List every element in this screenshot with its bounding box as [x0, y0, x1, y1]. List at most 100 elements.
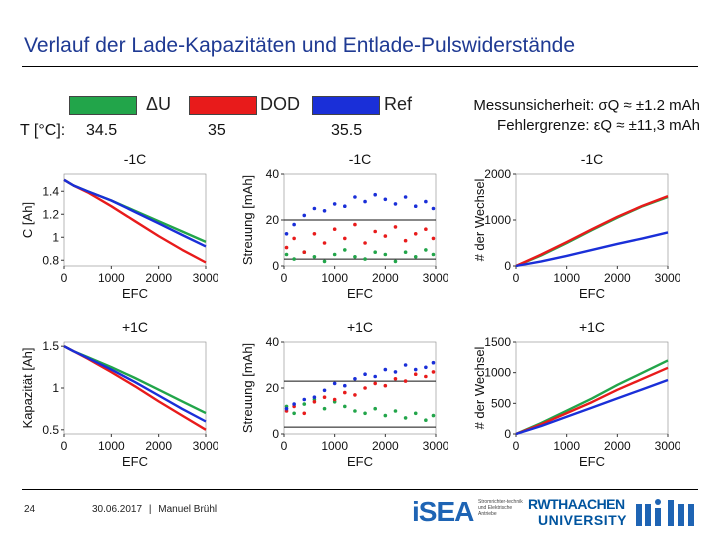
x-tick-label: 3000	[193, 271, 218, 285]
scatter-point-ref	[353, 377, 357, 381]
chart-title: -1C	[124, 151, 147, 167]
y-tick-label: 1500	[484, 335, 511, 349]
x-tick-label: 1000	[321, 439, 348, 453]
x-tick-label: 0	[61, 271, 68, 285]
scatter-point-dod	[312, 232, 317, 236]
scatter-point-delta-u	[393, 259, 398, 264]
y-tick-label: 0	[272, 427, 279, 441]
y-tick-label: 500	[491, 396, 511, 410]
scatter-point-ref	[413, 204, 418, 208]
measurement-uncertainty: Messunsicherheit: σQ ≈ ±1.2 mAh	[473, 97, 700, 114]
x-tick-label: 2000	[145, 439, 172, 453]
series-line-dod	[63, 345, 207, 431]
footer-author: Manuel Brühl	[158, 504, 218, 515]
x-tick-label: 0	[61, 439, 68, 453]
scatter-point-delta-u	[363, 411, 367, 416]
x-tick-label: 2000	[604, 271, 631, 285]
y-axis-label: C [Ah]	[20, 202, 35, 238]
series-line-delta-u	[515, 359, 669, 436]
scatter-point-dod	[393, 225, 398, 229]
scatter-point-delta-u	[424, 418, 428, 422]
x-axis-label: EFC	[122, 454, 148, 469]
series-line-dod	[515, 194, 669, 268]
y-tick-label: 0	[504, 259, 511, 273]
title-divider	[22, 66, 698, 67]
scatter-point-ref	[284, 406, 289, 411]
chart-title: +1C	[347, 319, 373, 335]
scatter-point-ref	[393, 202, 398, 206]
scatter-point-ref	[413, 367, 418, 372]
scatter-point-dod	[413, 372, 418, 376]
scatter-point-dod	[413, 232, 418, 236]
x-tick-label: 1000	[553, 271, 580, 285]
x-tick-label: 0	[513, 271, 520, 285]
scatter-point-delta-u	[292, 257, 296, 261]
y-tick-label: 1	[52, 230, 59, 244]
plot-frame	[515, 173, 669, 267]
scatter-point-delta-u	[431, 252, 436, 257]
rwth-logo-line2: UNIVERSITY	[538, 512, 628, 528]
scatter-point-ref	[302, 397, 307, 402]
scatter-point-dod	[383, 234, 388, 238]
scatter-point-delta-u	[343, 248, 347, 252]
scatter-point-delta-u	[393, 409, 398, 413]
scatter-point-dod	[424, 227, 428, 231]
scatter-point-ref	[383, 197, 388, 202]
scatter-point-dod	[383, 383, 388, 388]
scatter-point-dod	[403, 379, 408, 383]
y-tick-label: 1000	[484, 366, 511, 380]
university-logo-icon	[636, 499, 694, 526]
legend-swatch-delta-u	[69, 96, 137, 115]
scatter-point-dod	[302, 411, 307, 416]
scatter-point-ref	[424, 365, 428, 370]
scatter-point-dod	[363, 241, 367, 245]
y-tick-label: 0.8	[42, 253, 59, 267]
scatter-point-delta-u	[322, 259, 327, 264]
scatter-point-delta-u	[312, 255, 317, 259]
scatter-point-dod	[424, 374, 428, 379]
y-tick-label: 20	[266, 213, 280, 227]
scatter-point-ref	[424, 199, 428, 204]
footer-date: 30.06.2017	[92, 504, 143, 515]
scatter-point-delta-u	[343, 404, 347, 409]
x-axis-label: EFC	[347, 454, 373, 469]
scatter-point-ref	[363, 372, 367, 376]
x-tick-label: 1000	[553, 439, 580, 453]
series-line-ref	[63, 345, 207, 423]
footer-separator: |	[148, 504, 152, 515]
scatter-point-delta-u	[403, 250, 408, 254]
rwth-logo: RWTHAACHEN UNIVERSITY	[528, 496, 628, 530]
scatter-point-ref	[332, 381, 337, 386]
scatter-point-delta-u	[322, 406, 327, 411]
scatter-point-ref	[403, 363, 408, 367]
y-axis-label: # der Wechsel	[472, 178, 487, 261]
scatter-point-delta-u	[332, 252, 337, 257]
plot-frame	[515, 341, 669, 435]
y-tick-label: 40	[266, 335, 280, 349]
y-tick-label: 1.4	[42, 184, 59, 198]
scatter-point-ref	[363, 199, 367, 204]
legend-swatch-ref	[312, 96, 380, 115]
chart-title: -1C	[349, 151, 372, 167]
scatter-point-delta-u	[353, 255, 357, 259]
plot-frame	[63, 173, 207, 267]
y-tick-label: 1.2	[42, 207, 59, 221]
scatter-point-ref	[332, 202, 337, 206]
chart-scatter-plus1c: +1C 0 20 40 0 1000 2000 3000 EFC Streuung [mAh]	[240, 319, 448, 469]
x-tick-label: 1000	[98, 439, 125, 453]
scatter-point-delta-u	[413, 411, 418, 416]
footer-meta: 30.06.2017 | Manuel Brühl	[92, 504, 217, 515]
isea-logo-subtitle: Stromrichter-technik und Elektrische Ant…	[478, 499, 523, 517]
y-tick-label: 0.5	[42, 423, 59, 437]
y-tick-label: 1.5	[42, 339, 59, 353]
scatter-point-dod	[343, 390, 347, 395]
legend-label-dod: DOD	[260, 94, 300, 114]
chart-switches-plus1c: +1C 0 500 1000 1500 0 1000 2000 3000 EFC # der Wec…	[472, 319, 680, 469]
y-axis-label: Streuung [mAh]	[240, 175, 255, 265]
scatter-point-dod	[322, 395, 327, 399]
y-tick-label: 20	[266, 381, 280, 395]
temperature-value-1: 34.5	[86, 122, 118, 139]
scatter-point-delta-u	[383, 413, 388, 418]
scatter-point-dod	[431, 236, 436, 241]
scatter-point-dod	[353, 393, 357, 397]
